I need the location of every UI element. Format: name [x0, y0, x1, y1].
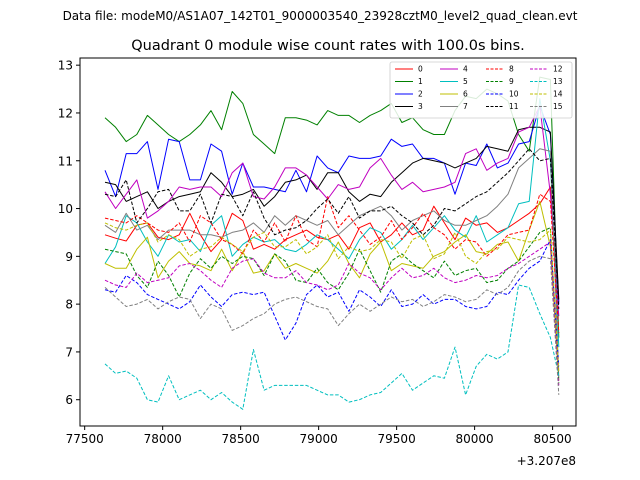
legend-label-3: 3 [418, 102, 423, 111]
y-tick-label: 13 [58, 59, 73, 73]
legend-label-8: 8 [509, 65, 514, 74]
x-tick-label: 78500 [222, 432, 260, 446]
series-line-2 [104, 105, 560, 305]
plot-frame [79, 57, 577, 427]
y-tick-label: 7 [65, 345, 73, 359]
legend-label-5: 5 [463, 77, 468, 86]
series-line-13 [104, 284, 560, 410]
legend-label-0: 0 [418, 65, 423, 74]
series-line-4 [104, 105, 560, 317]
x-tick-label: 80000 [456, 432, 494, 446]
legend-label-9: 9 [509, 77, 514, 86]
legend-label-2: 2 [418, 90, 423, 99]
data-file-label: Data file: modeM0/AS1A07_142T01_90000035… [63, 9, 578, 23]
x-tick-label: 79000 [300, 432, 338, 446]
series-line-5 [104, 98, 560, 348]
series-line-10 [104, 239, 560, 367]
legend-label-13: 13 [553, 77, 563, 86]
legend-label-6: 6 [463, 90, 468, 99]
series-line-7 [104, 148, 560, 379]
legend-label-4: 4 [463, 65, 468, 74]
y-tick-label: 9 [65, 250, 73, 264]
x-tick-label: 77500 [66, 432, 104, 446]
legend-label-12: 12 [553, 65, 563, 74]
y-tick-label: 8 [65, 298, 73, 312]
series-line-0 [104, 186, 560, 302]
series-line-9 [104, 227, 560, 384]
y-tick-label: 12 [58, 106, 73, 120]
legend-label-1: 1 [418, 77, 423, 86]
x-tick-label: 79500 [378, 432, 416, 446]
legend-label-7: 7 [463, 102, 468, 111]
x-tick-label: 80500 [534, 432, 572, 446]
x-offset-label: +3.207e8 [517, 454, 576, 468]
y-tick-label: 6 [65, 393, 73, 407]
x-tick-label: 78000 [144, 432, 182, 446]
series-line-15 [104, 255, 560, 395]
legend-box [389, 61, 573, 119]
series-line-12 [104, 241, 560, 386]
series-layer [104, 76, 560, 410]
legend-label-15: 15 [553, 102, 563, 111]
legend-label-10: 10 [509, 90, 519, 99]
y-axis: 6 7 8 9 10 11 12 13 [58, 59, 80, 407]
legend-label-14: 14 [553, 90, 563, 99]
legend-label-11: 11 [509, 102, 519, 111]
series-line-3 [104, 126, 560, 300]
chart-title: Quadrant 0 module wise count rates with … [131, 38, 525, 54]
x-axis: 77500 78000 78500 79000 79500 80000 80500 [66, 426, 572, 446]
y-tick-label: 11 [58, 154, 73, 168]
y-tick-label: 10 [58, 202, 73, 216]
series-line-14 [104, 222, 560, 372]
series-line-8 [104, 193, 560, 333]
series-line-11 [104, 148, 560, 309]
